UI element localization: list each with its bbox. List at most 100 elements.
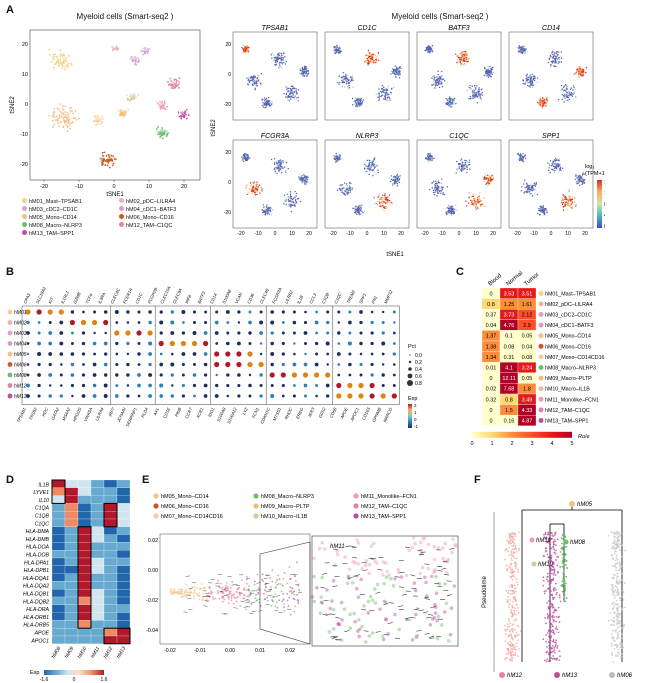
- gene-point: [467, 60, 469, 62]
- gene-point: [349, 187, 352, 189]
- heat-cell: [77, 503, 92, 512]
- gene-point: [472, 193, 475, 196]
- gene-point: [433, 75, 435, 77]
- gene-point: [478, 201, 480, 203]
- dot: [147, 330, 153, 336]
- gene-label-bottom: MTSS1: [272, 407, 282, 422]
- dot: [204, 310, 208, 314]
- gene-point: [534, 185, 537, 187]
- dot: [148, 320, 152, 325]
- dot: [226, 321, 230, 324]
- gene-point: [258, 184, 260, 186]
- gene-point: [481, 94, 484, 96]
- gene-point: [431, 76, 434, 78]
- gene-point: [295, 92, 298, 95]
- tsne-point: [122, 113, 125, 116]
- gene-point: [357, 103, 360, 105]
- dot: [381, 321, 385, 324]
- tsne-point: [105, 155, 108, 157]
- gene-point: [518, 51, 520, 53]
- gene-point: [343, 182, 346, 184]
- gene-point: [458, 167, 460, 170]
- gene-point: [281, 162, 284, 164]
- gene-label: HLA-DOB: [26, 553, 50, 559]
- row-color-dot: [538, 386, 544, 392]
- gene-point: [565, 99, 567, 102]
- cell-point: [238, 593, 241, 596]
- gene-point: [287, 198, 290, 201]
- heat-cell: [77, 479, 92, 488]
- gene-point: [577, 177, 580, 180]
- gene-point: [375, 56, 378, 58]
- dot: [115, 321, 119, 324]
- dot: [215, 342, 219, 345]
- tsne-point: [52, 66, 55, 69]
- gene-point: [387, 199, 389, 201]
- tsne-point: [132, 56, 135, 59]
- gene-point: [429, 46, 431, 49]
- cell-point: [211, 596, 214, 599]
- gene-point: [527, 81, 529, 84]
- gene-point: [522, 79, 525, 82]
- gene-point: [367, 61, 370, 63]
- gene-point: [434, 81, 437, 83]
- gene-point: [567, 99, 569, 102]
- dot: [203, 373, 208, 377]
- tsne-point: [65, 119, 68, 122]
- gene-point: [431, 187, 433, 189]
- gene-point: [270, 54, 273, 56]
- gene-point: [343, 193, 346, 195]
- gene-point: [355, 212, 357, 215]
- gene-point: [479, 205, 482, 208]
- dot: [259, 352, 263, 356]
- heat-value: 3.53: [504, 291, 515, 297]
- gene-point: [293, 86, 295, 88]
- gene-point: [292, 201, 295, 204]
- gene-point: [252, 76, 255, 78]
- gene-point: [368, 52, 371, 54]
- gene-point: [446, 213, 448, 215]
- gene-point: [282, 57, 285, 59]
- dot: [247, 351, 253, 357]
- gene-point: [463, 57, 465, 59]
- dot: [171, 384, 174, 387]
- heat-cell: [51, 589, 66, 598]
- dot: [326, 352, 330, 356]
- gene-point: [383, 86, 385, 88]
- dot: [171, 352, 174, 356]
- heat-value: 0.32: [486, 397, 497, 403]
- dot: [26, 383, 30, 388]
- gene-point: [466, 166, 468, 168]
- tsne-point: [178, 77, 181, 80]
- gene-point: [427, 153, 430, 155]
- legend-dot: [353, 503, 359, 509]
- gene-point: [246, 159, 248, 161]
- column-label: hM09: [64, 646, 76, 660]
- gene-point: [521, 159, 523, 161]
- y-tick-label: 20: [22, 42, 28, 48]
- gene-label-top: TREM2: [346, 289, 357, 305]
- gene-point: [558, 168, 561, 170]
- gene-point: [290, 193, 292, 195]
- dot: [59, 394, 63, 398]
- gene-point: [300, 179, 302, 181]
- gene-point: [576, 183, 578, 185]
- gene-point: [250, 184, 253, 186]
- dot: [37, 394, 41, 398]
- gene-point: [538, 99, 540, 101]
- gene-point: [283, 194, 286, 196]
- cluster-label: hM03: [129, 56, 144, 62]
- gene-point: [359, 105, 361, 107]
- gene-point: [561, 94, 563, 96]
- gene-point: [279, 166, 282, 169]
- gene-point: [457, 58, 459, 60]
- row-color-dot: [7, 320, 13, 325]
- heat-cell: [90, 557, 105, 566]
- tsne-point: [75, 119, 78, 121]
- gene-point: [306, 181, 309, 184]
- gene-point: [487, 180, 489, 183]
- gene-point: [300, 73, 302, 75]
- gene-point: [267, 104, 269, 106]
- tsne-point: [174, 81, 177, 84]
- row-color-dot: [7, 330, 13, 336]
